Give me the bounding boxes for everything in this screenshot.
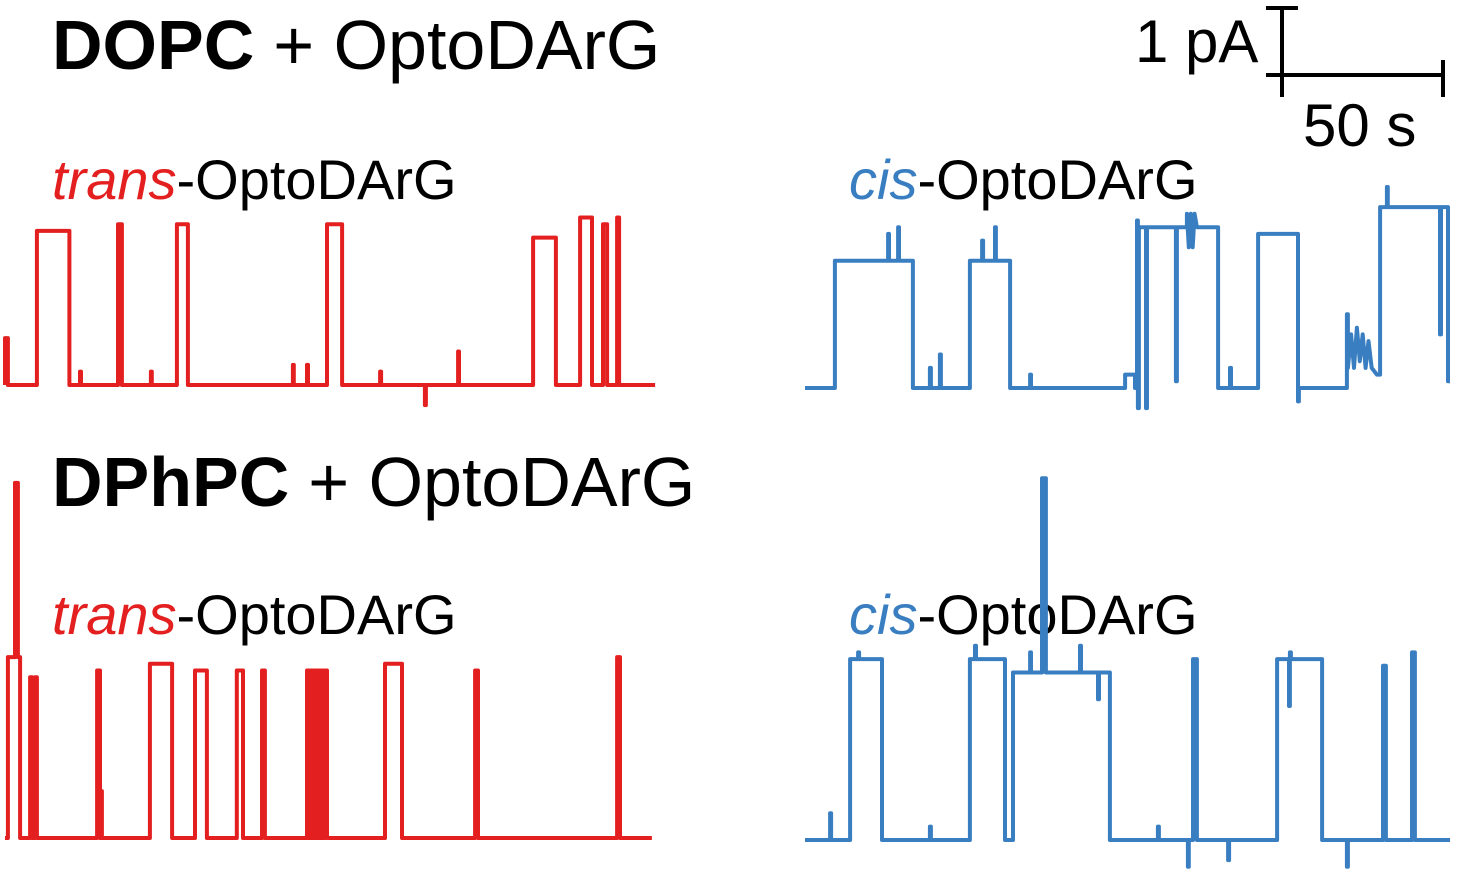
- label-suffix-dphpc-trans: -OptoDArG: [177, 583, 457, 646]
- trace-label-dopc-trans: trans-OptoDArG: [52, 148, 457, 211]
- trace-label-dopc-cis: cis-OptoDArG: [849, 148, 1198, 211]
- label-suffix-dopc-cis: -OptoDArG: [917, 148, 1197, 211]
- isomer-label-dphpc-trans: trans: [52, 583, 177, 646]
- isomer-label-dphpc-cis: cis: [849, 583, 917, 646]
- trace-dopc-cis: [805, 185, 1450, 411]
- lipid-label-dphpc: DPhPC: [52, 443, 289, 521]
- trace-dphpc-cis: [805, 476, 1450, 869]
- title-suffix-dphpc: + OptoDArG: [308, 443, 695, 521]
- lipid-label-dopc: DOPC: [52, 6, 254, 84]
- label-suffix-dopc-trans: -OptoDArG: [177, 148, 457, 211]
- label-suffix-dphpc-cis: -OptoDArG: [917, 583, 1197, 646]
- scale-bar: 1 pA 50 s: [1135, 6, 1445, 159]
- trace-dphpc-trans: [5, 480, 652, 840]
- scale-label-current: 1 pA: [1135, 8, 1258, 75]
- row-title-dopc: DOPC + OptoDArG: [52, 6, 660, 84]
- trace-label-dphpc-trans: trans-OptoDArG: [52, 583, 457, 646]
- isomer-label-dopc-trans: trans: [52, 148, 177, 211]
- trace-dopc-trans: [3, 215, 656, 408]
- row-title-dphpc: DPhPC + OptoDArG: [52, 443, 695, 521]
- title-suffix-dopc: + OptoDArG: [273, 6, 660, 84]
- isomer-label-dopc-cis: cis: [849, 148, 917, 211]
- trace-label-dphpc-cis: cis-OptoDArG: [849, 583, 1198, 646]
- scale-label-time: 50 s: [1303, 92, 1416, 159]
